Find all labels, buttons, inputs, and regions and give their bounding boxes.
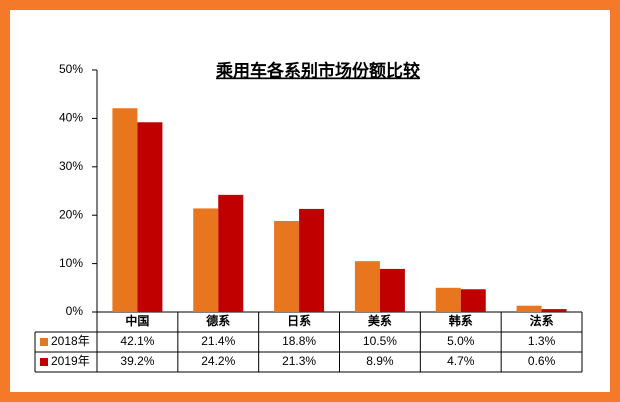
table-value: 18.8% xyxy=(282,334,316,348)
chart-title: 乘用车各系别市场份额比较 xyxy=(215,60,420,80)
bar xyxy=(112,108,138,313)
legend-swatch xyxy=(40,338,48,346)
y-tick-label: 30% xyxy=(59,159,83,173)
category-label: 德系 xyxy=(206,313,230,328)
table-value: 42.1% xyxy=(120,334,154,348)
table-value: 21.4% xyxy=(201,334,235,348)
bar xyxy=(193,208,219,312)
table-value: 1.3% xyxy=(528,334,556,348)
table-value: 24.2% xyxy=(201,354,235,368)
legend-label: 2019年 xyxy=(51,354,90,368)
bar xyxy=(435,287,461,312)
y-tick-label: 40% xyxy=(59,111,83,125)
bar xyxy=(460,289,486,312)
bar xyxy=(541,309,567,312)
table-value: 0.6% xyxy=(528,354,556,368)
bar xyxy=(137,122,163,312)
category-label: 法系 xyxy=(530,313,554,328)
y-tick-label: 50% xyxy=(59,62,83,76)
table-value: 4.7% xyxy=(447,354,475,368)
bar xyxy=(218,194,244,312)
category-label: 中国 xyxy=(125,313,149,328)
y-tick-label: 10% xyxy=(59,256,83,270)
table-value: 5.0% xyxy=(447,334,475,348)
legend-label: 2018年 xyxy=(51,334,90,348)
bar xyxy=(379,268,405,312)
category-label: 日系 xyxy=(287,313,311,328)
table-value: 10.5% xyxy=(363,334,397,348)
legend-swatch xyxy=(40,358,48,366)
category-label: 美系 xyxy=(368,313,392,328)
table-value: 39.2% xyxy=(120,354,154,368)
bar xyxy=(516,305,542,312)
table-value: 8.9% xyxy=(366,354,394,368)
y-tick-label: 20% xyxy=(59,207,83,221)
table-value: 21.3% xyxy=(282,354,316,368)
bar xyxy=(274,221,300,312)
y-tick-label: 0% xyxy=(66,304,84,318)
category-label: 韩系 xyxy=(449,313,473,328)
bar xyxy=(299,208,325,312)
bar xyxy=(354,261,380,312)
